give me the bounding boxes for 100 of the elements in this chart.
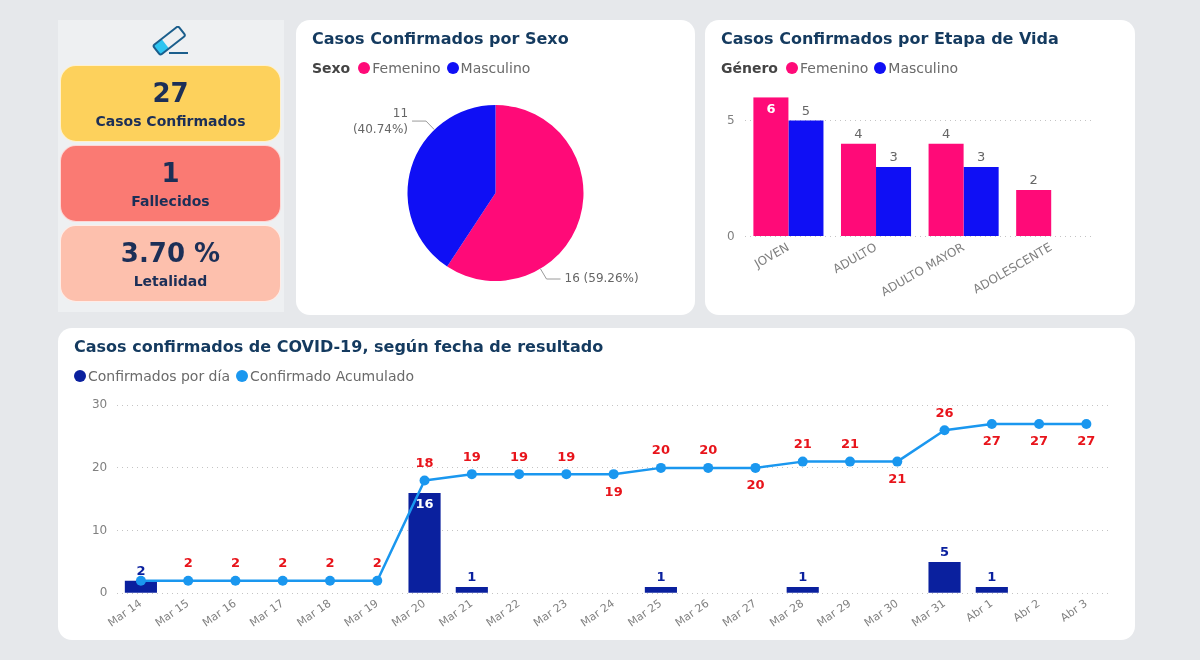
chart-title: Casos confirmados de COVID-19, según fecha de resultado bbox=[74, 337, 604, 357]
x-tick-label: Mar 18 bbox=[294, 596, 334, 630]
data-label: 19 bbox=[510, 448, 529, 464]
data-label: 1 bbox=[467, 569, 477, 585]
data-label: 18 bbox=[415, 454, 434, 470]
data-label: 27 bbox=[982, 433, 1001, 449]
point bbox=[939, 425, 950, 436]
legend-label: Masculino bbox=[888, 59, 959, 77]
bar bbox=[963, 166, 999, 237]
point bbox=[277, 575, 288, 586]
chart-title: Casos Confirmados por Etapa de Vida bbox=[721, 29, 1059, 49]
data-label: 21 bbox=[840, 435, 860, 451]
x-tick-label: Mar 20 bbox=[389, 596, 428, 630]
x-tick-label: Mar 16 bbox=[200, 596, 239, 630]
x-tick-label: Mar 30 bbox=[861, 596, 901, 630]
category-label: Letalidad bbox=[132, 272, 209, 290]
point bbox=[325, 575, 335, 586]
legend-label: Confirmados por día bbox=[88, 367, 230, 385]
x-tick-label: Mar 22 bbox=[483, 596, 523, 630]
point bbox=[466, 469, 477, 480]
data-label: 4 bbox=[854, 126, 863, 142]
data-label: 2 bbox=[278, 555, 288, 571]
y-tick-label: 0 bbox=[726, 228, 735, 243]
category-label: Fallecidos bbox=[130, 192, 211, 210]
category-label: Casos Confirmados bbox=[94, 112, 247, 130]
data-label: 5 bbox=[940, 544, 950, 560]
data-label: 20 bbox=[746, 477, 765, 493]
point bbox=[561, 469, 572, 480]
data-label: 3 bbox=[889, 149, 898, 165]
data-label: 5 bbox=[801, 102, 811, 118]
bar bbox=[753, 97, 789, 237]
bar bbox=[788, 120, 824, 237]
x-tick-label: Mar 15 bbox=[152, 596, 192, 630]
legend-label: Confirmado Acumulado bbox=[249, 367, 414, 385]
x-tick-label: Mar 24 bbox=[578, 596, 617, 630]
bar bbox=[1016, 190, 1052, 237]
data-label: 1 bbox=[987, 569, 997, 585]
x-tick-label: Mar 25 bbox=[625, 596, 665, 630]
data-label: 26 bbox=[935, 404, 954, 420]
data-label: 2 bbox=[136, 563, 146, 579]
x-tick-label: Abr 1 bbox=[963, 596, 996, 625]
data-label: 20 bbox=[651, 442, 670, 458]
data-label: 16 (59.26%) bbox=[564, 271, 639, 286]
point bbox=[655, 462, 666, 473]
bar bbox=[644, 586, 677, 593]
data-label: 2 bbox=[1029, 172, 1038, 188]
chart-title: Casos Confirmados por Sexo bbox=[312, 29, 569, 49]
x-tick-label: Mar 29 bbox=[814, 596, 854, 630]
legend-label: Femenino bbox=[372, 59, 441, 77]
point bbox=[372, 575, 383, 586]
bar bbox=[928, 143, 964, 237]
point bbox=[1081, 419, 1092, 430]
y-tick-label: 10 bbox=[91, 522, 108, 537]
bar bbox=[876, 166, 912, 237]
data-label: 21 bbox=[793, 435, 812, 451]
legend-title: Género bbox=[721, 59, 778, 77]
text: 1 bbox=[161, 158, 180, 188]
point bbox=[183, 575, 194, 586]
data-label: 27 bbox=[1077, 433, 1096, 449]
x-tick-label: Abr 3 bbox=[1058, 596, 1090, 625]
data-label: 2 bbox=[183, 555, 193, 571]
x-tick-label: Mar 28 bbox=[767, 596, 807, 630]
x-tick-label: Mar 17 bbox=[247, 596, 287, 630]
data-label: 27 bbox=[1030, 433, 1049, 449]
point bbox=[845, 456, 855, 467]
legend-label: Femenino bbox=[799, 59, 869, 77]
bar bbox=[840, 143, 877, 237]
y-tick-label: 30 bbox=[91, 397, 108, 412]
point bbox=[135, 575, 146, 586]
legend-title: Sexo bbox=[312, 59, 351, 77]
data-label: 20 bbox=[699, 442, 718, 458]
x-tick-label: Mar 26 bbox=[672, 596, 712, 630]
x-tick-label: Abr 2 bbox=[1010, 596, 1043, 625]
data-label: 11 (40.74%) bbox=[352, 106, 409, 137]
point bbox=[750, 462, 761, 473]
y-tick-label: 20 bbox=[91, 460, 108, 475]
data-label: 19 bbox=[557, 448, 576, 464]
data-label: 1 bbox=[656, 569, 666, 585]
data-label: 19 bbox=[604, 483, 623, 499]
text: 3.70 % bbox=[120, 238, 221, 268]
x-tick-label: Mar 27 bbox=[720, 596, 759, 630]
x-tick-label: Mar 31 bbox=[909, 596, 948, 630]
text: 27 bbox=[152, 78, 189, 108]
data-label: 6 bbox=[766, 100, 776, 116]
data-label: 16 bbox=[415, 496, 434, 512]
point bbox=[514, 469, 525, 480]
x-tick-label: Mar 21 bbox=[436, 596, 476, 630]
point bbox=[419, 475, 430, 486]
data-label: 2 bbox=[325, 555, 335, 571]
point bbox=[703, 462, 714, 473]
data-label: 3 bbox=[976, 149, 986, 165]
data-label: 1 bbox=[798, 569, 808, 585]
bar bbox=[408, 492, 441, 593]
point bbox=[230, 575, 241, 586]
x-tick-label: Mar 23 bbox=[530, 596, 570, 630]
y-tick-label: 0 bbox=[99, 585, 108, 600]
data-label: 4 bbox=[941, 126, 951, 142]
x-tick-label: Mar 14 bbox=[105, 596, 145, 630]
point bbox=[608, 469, 619, 480]
data-label: 2 bbox=[372, 555, 382, 571]
